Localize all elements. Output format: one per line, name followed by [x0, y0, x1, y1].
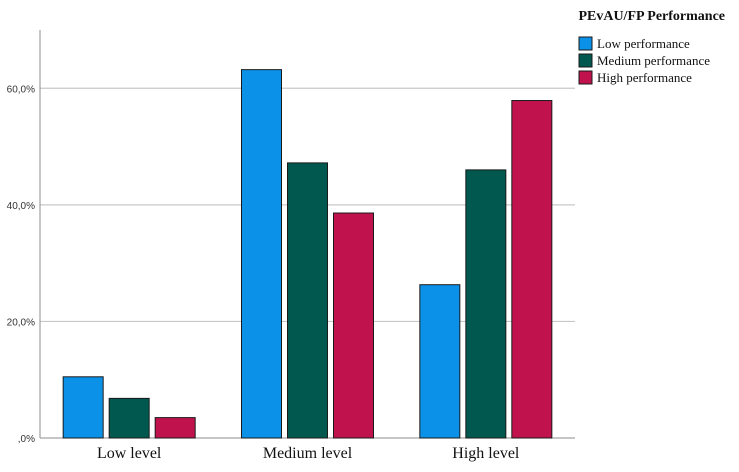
bar [465, 169, 507, 439]
legend-label: Medium performance [597, 53, 710, 68]
y-tick-labels: ,0% 20,0% 40,0% 60,0% [7, 84, 35, 445]
category-label: High level [452, 445, 520, 462]
legend: PEvAU/FP Performance Low performance Medi… [578, 9, 725, 85]
bar [62, 376, 104, 439]
bars [62, 69, 553, 439]
category-label: Medium level [263, 445, 353, 462]
bar [108, 397, 150, 439]
legend-swatch [578, 70, 593, 85]
legend-label: High performance [597, 70, 692, 85]
bar [333, 212, 374, 439]
bar [154, 417, 196, 439]
bar [419, 284, 461, 439]
y-tick-label: 20,0% [7, 317, 35, 328]
legend-items: Low performance Medium performance High pe… [578, 36, 710, 85]
legend-swatch [578, 53, 593, 68]
bar [241, 69, 282, 439]
y-tick-label: ,0% [18, 434, 35, 445]
legend-label: Low performance [597, 36, 690, 51]
y-tick-label: 60,0% [7, 84, 35, 95]
legend-swatch [578, 36, 593, 51]
category-labels: Low level Medium level High level [97, 445, 520, 462]
bar [287, 162, 328, 439]
category-label: Low level [97, 445, 162, 462]
bar [511, 100, 553, 439]
legend-title: PEvAU/FP Performance [578, 9, 725, 24]
y-tick-label: 40,0% [7, 201, 35, 212]
